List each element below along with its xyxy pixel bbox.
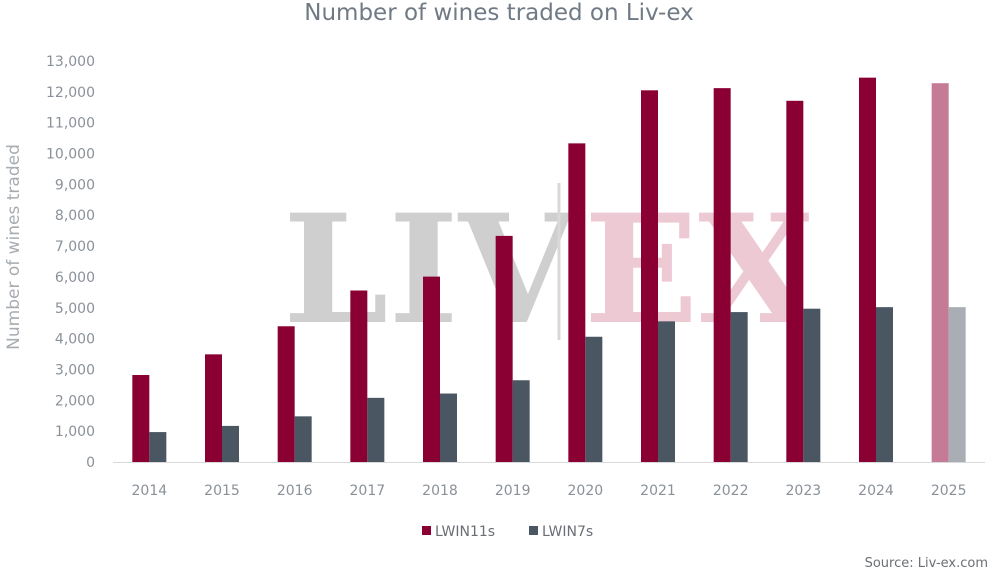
bar-lwin11s-2021 <box>641 90 658 463</box>
y-tick-label: 1,000 <box>55 424 95 440</box>
y-tick-label: 12,000 <box>46 85 95 101</box>
bar-lwin7s-2015 <box>222 425 239 462</box>
legend-label-lwin11s: LWIN11s <box>435 524 495 540</box>
bars <box>132 77 966 463</box>
bar-lwin7s-2022 <box>730 312 748 462</box>
y-tick-label: 6,000 <box>55 270 95 286</box>
bar-lwin7s-2024 <box>876 307 893 462</box>
bar-lwin7s-2023 <box>803 308 821 462</box>
y-tick-label: 0 <box>86 455 95 471</box>
x-tick-label: 2014 <box>132 483 168 499</box>
x-tick-label: 2017 <box>350 483 386 499</box>
bar-lwin7s-2017 <box>367 397 385 462</box>
x-tick-label: 2015 <box>204 483 240 499</box>
watermark-ex: EX <box>584 182 815 358</box>
y-axis-label: Number of wines traded <box>4 144 24 350</box>
bar-lwin7s-2025 <box>948 307 966 462</box>
legend-swatch-lwin7s <box>529 526 538 535</box>
y-tick-label: 3,000 <box>55 362 95 378</box>
bar-lwin11s-2025 <box>931 83 949 462</box>
bar-lwin7s-2021 <box>658 321 675 462</box>
y-tick-label: 13,000 <box>46 54 95 70</box>
y-axis: 0 1,000 2,000 3,000 4,000 5,000 6,000 7,000 8,00… <box>46 54 95 471</box>
watermark: LIV EX <box>283 182 815 358</box>
x-tick-label: 2018 <box>422 483 458 499</box>
chart-title: Number of wines traded on Liv-ex <box>304 0 693 26</box>
bar-lwin11s-2014 <box>132 375 150 462</box>
x-tick-label: 2024 <box>858 483 894 499</box>
source-note: Source: Liv-ex.com <box>865 556 988 571</box>
bar-lwin7s-2018 <box>440 393 457 462</box>
x-tick-label: 2016 <box>277 483 313 499</box>
x-tick-label: 2020 <box>568 483 604 499</box>
y-tick-label: 8,000 <box>55 208 95 224</box>
bar-lwin7s-2014 <box>149 432 167 462</box>
bar-lwin11s-2020 <box>568 143 586 462</box>
y-tick-label: 7,000 <box>55 239 95 255</box>
legend-swatch-lwin11s <box>422 526 431 535</box>
bar-lwin11s-2017 <box>350 290 368 462</box>
x-tick-label: 2019 <box>495 483 531 499</box>
bar-lwin11s-2022 <box>713 88 731 462</box>
x-axis: 2014 2015 2016 2017 2018 2019 2020 2021 2022 2023… <box>132 483 967 499</box>
x-tick-label: 2023 <box>786 483 822 499</box>
bar-lwin11s-2018 <box>423 276 440 462</box>
bar-lwin11s-2015 <box>205 354 222 462</box>
y-tick-label: 11,000 <box>46 116 95 132</box>
bar-lwin7s-2019 <box>512 380 530 462</box>
y-tick-label: 2,000 <box>55 393 95 409</box>
x-tick-label: 2021 <box>640 483 676 499</box>
bar-lwin7s-2020 <box>585 336 603 462</box>
bar-lwin7s-2016 <box>294 416 312 462</box>
bar-lwin11s-2016 <box>277 326 295 462</box>
y-tick-label: 10,000 <box>46 147 95 163</box>
x-tick-label: 2022 <box>713 483 749 499</box>
y-tick-label: 4,000 <box>55 332 95 348</box>
bar-lwin11s-2019 <box>495 235 513 462</box>
bar-lwin11s-2024 <box>859 77 876 462</box>
y-tick-label: 5,000 <box>55 301 95 317</box>
bar-lwin11s-2023 <box>786 100 804 463</box>
x-tick-label: 2025 <box>931 483 967 499</box>
legend: LWIN11s LWIN7s <box>422 524 593 540</box>
legend-label-lwin7s: LWIN7s <box>542 524 593 540</box>
y-tick-label: 9,000 <box>55 177 95 193</box>
